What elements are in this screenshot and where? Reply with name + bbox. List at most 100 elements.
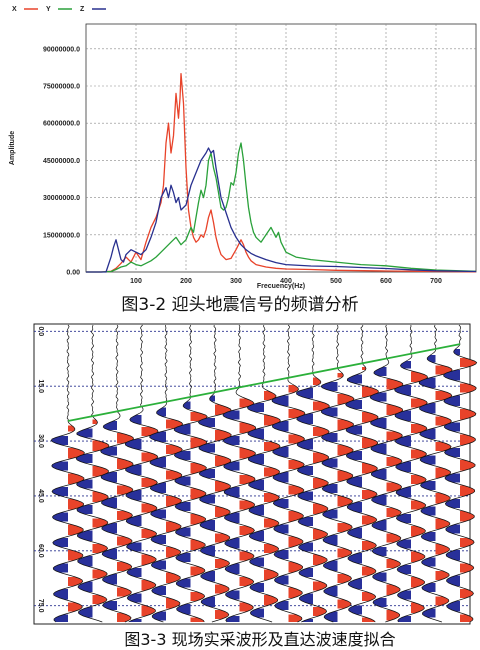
y-tick-label: 15000000.0 — [43, 232, 80, 239]
wiggle-lobe-positive — [411, 424, 427, 433]
wiggle-lobe-positive — [288, 434, 305, 444]
wiggle-lobe-positive — [215, 506, 231, 517]
figure-caption-1: 图3-2 迎头地震信号的频谱分析 — [121, 295, 359, 315]
seismic-trace — [246, 324, 281, 623]
wiggle-lobe-negative — [345, 400, 362, 409]
wiggle-lobe-negative — [128, 619, 142, 622]
wiggle-lobe-negative — [370, 418, 387, 429]
wiggle-lobe-negative — [76, 428, 93, 438]
seismic-trace — [418, 324, 453, 623]
wiggle-lobe-positive — [239, 526, 255, 535]
y-tick-label: 90000000.0 — [43, 46, 80, 53]
wiggle-lobe-positive — [141, 452, 158, 462]
wiggle-lobe-positive — [264, 493, 280, 502]
wiggle-lobe-positive — [460, 563, 474, 573]
wiggle-lobe-positive — [460, 409, 476, 420]
legend-label-y: Y — [46, 6, 51, 13]
wiggle-lobe-negative — [54, 614, 68, 622]
seismic-trace — [296, 324, 330, 623]
wiggle-lobe-positive — [215, 610, 229, 619]
wiggle-lobe-negative — [150, 482, 166, 493]
seismic-trace — [173, 324, 208, 623]
wiggle-lobe-positive — [362, 541, 377, 550]
x-tick-label: 700 — [430, 278, 442, 285]
x-tick-label: 500 — [330, 278, 342, 285]
wiggle-lobe-negative — [400, 361, 411, 369]
wiggle-lobe-positive — [386, 508, 402, 517]
seismic-trace — [149, 325, 184, 623]
wiggle-lobe-positive — [288, 460, 305, 469]
wiggle-lobe-positive — [215, 559, 230, 568]
wiggle-lobe-positive — [337, 394, 354, 405]
wiggle-lobe-negative — [209, 395, 215, 402]
wiggle-lobe-negative — [247, 428, 264, 439]
wiggle-lobe-positive — [362, 617, 376, 622]
time-tick-label: 45.0 — [37, 489, 44, 503]
wiggle-lobe-negative — [301, 619, 313, 622]
wiggle-lobe-positive — [362, 463, 378, 474]
wiggle-lobe-positive — [337, 548, 352, 558]
wiggle-lobe-positive — [190, 437, 207, 448]
wiggle-lobe-positive — [141, 478, 158, 487]
waveform-traces — [50, 324, 478, 623]
series-line-x — [86, 72, 477, 273]
wiggle-lobe-negative — [421, 532, 436, 541]
seismic-trace — [369, 324, 404, 623]
wiggle-lobe-negative — [445, 499, 460, 508]
wiggle-lobe-negative — [273, 524, 289, 534]
wiggle-lobe-negative — [297, 491, 313, 501]
direct-wave-fit-line — [67, 343, 461, 422]
wiggle-lobe-positive — [117, 536, 133, 546]
wiggle-lobe-negative — [151, 535, 166, 544]
y-tick-label: 75000000.0 — [43, 84, 80, 91]
wiggle-lobe-positive — [460, 434, 476, 445]
wiggle-lobe-negative — [444, 448, 460, 457]
wiggle-lobe-negative — [76, 454, 93, 463]
gridlines — [86, 24, 476, 272]
seismic-waveform-plot: 0.0 15.0 30.0 45.0 60.0 75.0 — [33, 323, 478, 625]
seismic-trace — [345, 324, 379, 623]
wiggle-lobe-negative — [52, 512, 68, 522]
wiggle-lobe-negative — [421, 557, 436, 567]
wiggle-lobe-negative — [198, 443, 215, 453]
wiggle-lobe-positive — [386, 457, 402, 466]
wiggle-lobe-positive — [141, 503, 157, 513]
wiggle-lobe-negative — [175, 527, 191, 537]
wiggle-lobe-positive — [435, 391, 452, 400]
wiggle-lobe-negative — [198, 418, 215, 427]
wiggle-lobe-positive — [460, 383, 477, 393]
wiggle-lobe-positive — [190, 617, 205, 622]
wiggle-lobe-negative — [223, 436, 240, 445]
wiggle-lobe-negative — [250, 608, 264, 618]
wiggle-lobe-positive — [362, 367, 366, 370]
wiggle-lobe-positive — [92, 544, 108, 553]
wiggle-lobe-positive — [166, 445, 183, 454]
wiggle-lobe-positive — [68, 602, 83, 612]
wiggle-lobe-positive — [166, 496, 182, 507]
y-axis-label: Amplitude — [9, 131, 16, 165]
wiggle-lobe-negative — [373, 598, 387, 607]
x-tick-label: 400 — [280, 278, 292, 285]
legend-label-z: Z — [80, 6, 85, 13]
wiggle-lobe-negative — [427, 355, 436, 363]
seismic-trace — [394, 324, 429, 623]
wiggle-lobe-negative — [200, 520, 215, 531]
wiggle-lobe-negative — [274, 550, 289, 559]
seismic-trace — [443, 324, 478, 623]
wiggle-lobe-positive — [386, 533, 401, 543]
wiggle-lobe-negative — [274, 575, 289, 585]
wiggle-lobe-positive — [460, 538, 475, 547]
wiggle-lobe-negative — [323, 535, 338, 546]
wiggle-lobe-positive — [264, 442, 281, 451]
seismic-trace — [100, 324, 134, 623]
wiggle-lobe-positive — [288, 614, 302, 622]
wiggle-lobe-positive — [460, 589, 474, 598]
wiggle-lobe-negative — [52, 538, 68, 547]
wiggle-lobe-positive — [117, 562, 132, 571]
wiggle-lobe-negative — [444, 422, 460, 432]
wiggle-lobe-positive — [460, 358, 477, 367]
time-tick-label: 15.0 — [37, 379, 44, 393]
series-line-z — [86, 147, 477, 273]
wiggle-lobe-negative — [298, 517, 313, 526]
x-axis-label: Frecuency(Hz) — [257, 283, 305, 290]
